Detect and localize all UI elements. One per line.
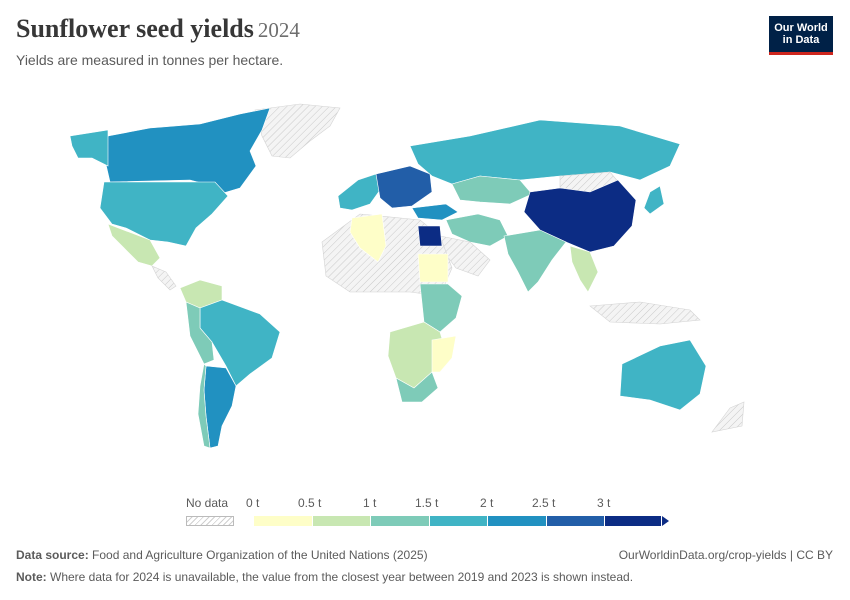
western-europe[interactable] <box>337 173 381 211</box>
legend-tick-1-5: 1.5 t <box>415 496 439 510</box>
middle-east[interactable] <box>445 213 509 247</box>
argentina[interactable] <box>203 365 237 449</box>
mozambique[interactable] <box>431 335 457 373</box>
legend-tick-0-5: 0.5 t <box>298 496 322 510</box>
india[interactable] <box>503 229 567 293</box>
legend-bin <box>605 516 662 526</box>
turkey[interactable] <box>411 203 459 221</box>
south-africa[interactable] <box>395 371 439 403</box>
southeast-asia[interactable] <box>569 245 599 293</box>
legend-tick-2-5: 2.5 t <box>532 496 556 510</box>
footer-source: Data source: Food and Agriculture Organi… <box>16 548 428 562</box>
central-america[interactable] <box>151 265 177 291</box>
legend-bin <box>254 516 313 526</box>
china[interactable] <box>523 179 637 253</box>
usa[interactable] <box>99 181 229 247</box>
algeria[interactable] <box>349 213 387 263</box>
legend-bin <box>371 516 430 526</box>
greenland[interactable] <box>254 103 341 159</box>
alaska[interactable] <box>69 129 109 167</box>
peru-bolivia[interactable] <box>185 301 215 365</box>
note-text: Where data for 2024 is unavailable, the … <box>46 570 634 584</box>
footer-note: Note: Where data for 2024 is unavailable… <box>16 570 633 584</box>
logo-line-2: in Data <box>782 34 820 46</box>
legend-no-data-label: No data <box>186 496 229 510</box>
kazakhstan[interactable] <box>451 175 533 205</box>
title-text: Sunflower seed yields <box>16 14 254 43</box>
source-text: Food and Agriculture Organization of the… <box>88 548 428 562</box>
legend-arrow <box>662 516 669 526</box>
legend-tick-3: 3 t <box>597 496 611 510</box>
legend-tick-2: 2 t <box>480 496 494 510</box>
world-map[interactable] <box>0 96 850 476</box>
legend-bin <box>430 516 488 526</box>
canada[interactable] <box>103 107 271 195</box>
legend-bin <box>488 516 547 526</box>
chile[interactable] <box>197 363 211 449</box>
japan[interactable] <box>643 185 665 215</box>
source-label: Data source: <box>16 548 89 562</box>
mexico[interactable] <box>107 223 161 267</box>
legend-bin <box>313 516 371 526</box>
eastern-europe[interactable] <box>375 165 433 209</box>
title-year: 2024 <box>257 18 300 42</box>
note-label: Note: <box>16 570 47 584</box>
indonesia[interactable] <box>589 301 701 325</box>
logo-line-1: Our World in Data <box>771 22 831 46</box>
russia[interactable] <box>409 119 681 185</box>
egypt[interactable] <box>417 225 443 247</box>
sudan[interactable] <box>417 253 449 283</box>
chart-subtitle: Yields are measured in tonnes per hectar… <box>16 52 284 68</box>
color-legend: No data 0 t 0.5 t 1 t 1.5 t 2 t 2.5 t 3 … <box>0 496 850 536</box>
legend-bin <box>547 516 605 526</box>
legend-tick-1: 1 t <box>363 496 377 510</box>
legend-no-data-swatch <box>186 516 234 526</box>
footer-url[interactable]: OurWorldinData.org/crop-yields | CC BY <box>618 548 833 562</box>
australia[interactable] <box>619 339 707 411</box>
new-zealand[interactable] <box>711 401 745 433</box>
chart-title: Sunflower seed yields 2024 <box>16 14 300 44</box>
legend-tick-0: 0 t <box>246 496 260 510</box>
owid-logo[interactable]: Our World in Data <box>769 16 833 55</box>
